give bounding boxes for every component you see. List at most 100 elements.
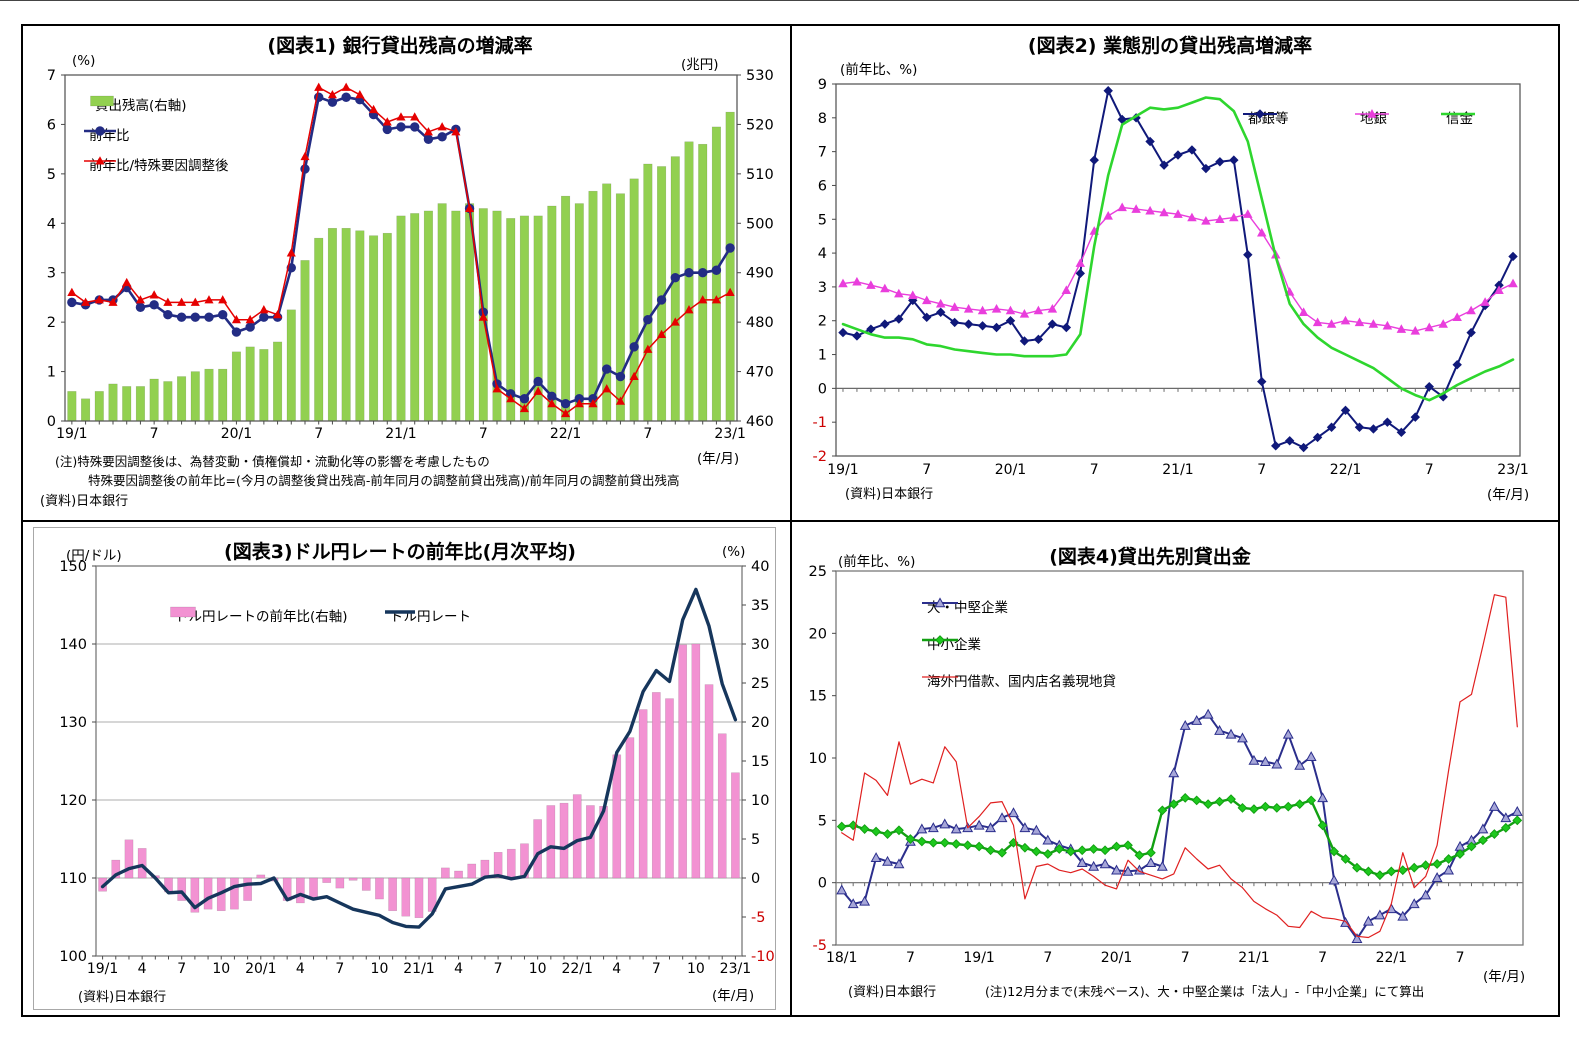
fig1-source: (資料)日本銀行 (40, 494, 129, 509)
svg-text:22/1: 22/1 (561, 961, 592, 977)
svg-text:7: 7 (818, 145, 827, 161)
svg-text:-5: -5 (813, 938, 827, 954)
svg-text:10: 10 (809, 751, 827, 767)
svg-text:150: 150 (59, 559, 87, 575)
fig2-regional-banks-legend-label: 地銀 (1360, 111, 1387, 127)
svg-text:470: 470 (746, 365, 774, 381)
svg-text:6: 6 (818, 178, 827, 194)
svg-text:7: 7 (1043, 950, 1052, 966)
svg-text:20/1: 20/1 (221, 426, 252, 442)
legend-swatch-glyph (84, 126, 116, 136)
legend-swatch-glyph (1441, 112, 1475, 116)
svg-text:7: 7 (922, 462, 931, 478)
fig4-unit-left-label: (前年比、%) (838, 554, 916, 570)
svg-text:21/1: 21/1 (403, 961, 434, 977)
fig1-note-2: 特殊要因調整後の前年比=(今月の調整後貸出残高-前年同月の調整前貸出残高)/前年… (88, 473, 680, 488)
svg-text:0: 0 (751, 871, 760, 887)
svg-text:7: 7 (906, 950, 915, 966)
fig1-plot: 0 1 2 3 4 5 6 7 460 470 480 490 500 510 520 530 19/1 7 20/… (47, 68, 774, 442)
fig3-unit-right-label: (%) (722, 544, 746, 560)
svg-text:4: 4 (296, 961, 305, 977)
svg-text:18/1: 18/1 (826, 950, 857, 966)
svg-text:2: 2 (818, 314, 827, 330)
svg-text:4: 4 (818, 246, 827, 262)
svg-text:4: 4 (138, 961, 147, 977)
svg-text:7: 7 (479, 426, 488, 442)
svg-text:10: 10 (751, 793, 769, 809)
svg-text:15: 15 (809, 689, 827, 705)
svg-text:0: 0 (818, 876, 827, 892)
svg-text:0: 0 (818, 381, 827, 397)
fig2-unit-left-label: (前年比、%) (840, 62, 918, 78)
fig1-unit-right-label: (兆円) (681, 57, 719, 73)
fig4-legend-sme: 中小企業 (922, 633, 981, 653)
svg-text:7: 7 (1257, 462, 1266, 478)
fig3-plot: 100 110 120 130 140 150 -10 -5 0 5 10 15 20 25 30 35 40 1… (59, 559, 774, 977)
svg-text:7: 7 (1318, 950, 1327, 966)
svg-text:25: 25 (751, 676, 769, 692)
svg-text:3: 3 (47, 266, 56, 282)
svg-text:22/1: 22/1 (1376, 950, 1407, 966)
svg-text:5: 5 (818, 813, 827, 829)
svg-text:7: 7 (1090, 462, 1099, 478)
svg-text:-2: -2 (813, 449, 827, 465)
fig3-legend-rate-line: ドル円レート (385, 605, 471, 625)
svg-text:3: 3 (818, 280, 827, 296)
svg-text:1: 1 (47, 365, 56, 381)
svg-text:7: 7 (1181, 950, 1190, 966)
fig3-yoy-bars-legend-label: ドル円レートの前年比(右軸) (175, 609, 348, 625)
fig1-title: (図表1) 銀行貸出残高の増減率 (267, 35, 533, 57)
svg-text:21/1: 21/1 (1162, 462, 1193, 478)
svg-text:7: 7 (1456, 950, 1465, 966)
svg-text:10: 10 (687, 961, 705, 977)
svg-text:520: 520 (746, 117, 774, 133)
fig1-adjusted-legend-label: 前年比/特殊要因調整後 (89, 158, 229, 174)
legend-swatch-glyph (170, 606, 196, 618)
svg-text:19/1: 19/1 (87, 961, 118, 977)
fig3-title: (図表3)ドル円レートの前年比(月次平均) (224, 541, 576, 563)
svg-text:19/1: 19/1 (827, 462, 858, 478)
svg-text:6: 6 (47, 117, 56, 133)
fig4-title: (図表4)貸出先別貸出金 (1049, 546, 1251, 568)
svg-text:490: 490 (746, 266, 774, 282)
legend-swatch-glyph (1355, 109, 1389, 118)
svg-text:20: 20 (751, 715, 769, 731)
fig3-legend-yoy-bars: ドル円レートの前年比(右軸) (170, 605, 348, 625)
svg-text:8: 8 (818, 111, 827, 127)
svg-text:22/1: 22/1 (550, 426, 581, 442)
svg-text:20/1: 20/1 (245, 961, 276, 977)
svg-text:35: 35 (751, 598, 769, 614)
legend-swatch-glyph (922, 597, 958, 608)
fig2-plot: -2 -1 0 1 2 3 4 5 6 7 8 9 19/1 7 20/1 7 21/1 7 22/1 7 23/1 (813, 77, 1529, 478)
fig2-title: (図表2) 業態別の貸出残高増減率 (1027, 35, 1313, 57)
fig1-xunit-label: (年/月) (697, 451, 740, 467)
fig2-source: (資料)日本銀行 (845, 487, 934, 502)
svg-text:22/1: 22/1 (1330, 462, 1361, 478)
svg-text:460: 460 (746, 414, 774, 430)
svg-text:23/1: 23/1 (1497, 462, 1528, 478)
svg-text:1: 1 (818, 348, 827, 364)
svg-text:21/1: 21/1 (385, 426, 416, 442)
svg-text:4: 4 (454, 961, 463, 977)
svg-text:500: 500 (746, 216, 774, 232)
fig4-plot: -5 0 5 10 15 20 25 18/1 7 19/1 7 20/1 7 21/1 7 22/1 7 (809, 564, 1524, 966)
svg-text:20/1: 20/1 (1101, 950, 1132, 966)
svg-text:-5: -5 (751, 910, 765, 926)
fig4-source: (資料)日本銀行 (848, 985, 937, 1000)
page-top-rule (0, 0, 1579, 1)
fig1-legend-adjusted: 前年比/特殊要因調整後 (84, 154, 229, 174)
svg-text:140: 140 (59, 637, 87, 653)
svg-text:2: 2 (47, 315, 56, 331)
fig2-legend-city-banks: 都銀等 (1243, 107, 1289, 127)
fig4-note: (注)12月分まで(末残ベース)、大・中堅企業は「法人」-「中小企業」にて算出 (985, 984, 1425, 999)
svg-text:23/1: 23/1 (714, 426, 745, 442)
fig2-legend-regional-banks: 地銀 (1355, 107, 1389, 127)
svg-text:20: 20 (809, 626, 827, 642)
svg-text:5: 5 (818, 212, 827, 228)
fig2-legend-shinkin: 信金 (1441, 107, 1475, 127)
svg-text:20/1: 20/1 (995, 462, 1026, 478)
fig1-legend-bars: 貸出残高(右軸) (90, 94, 187, 114)
svg-text:15: 15 (751, 754, 769, 770)
